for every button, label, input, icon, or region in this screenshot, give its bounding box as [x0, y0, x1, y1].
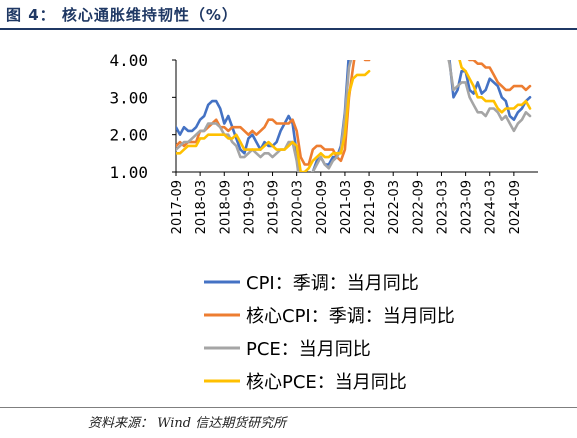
series-line-4: [176, 60, 532, 172]
source-note: 资料来源： Wind 信达期货研究所: [88, 416, 287, 431]
legend-label: 核心CPI：季调：当月同比: [246, 306, 455, 327]
x-tick-label: 2023-09: [460, 180, 475, 234]
x-tick-label: 2017-09: [170, 180, 185, 234]
chart-title: 图 4： 核心通胀维持韧性（%）: [6, 6, 238, 24]
x-tick-label: 2018-09: [218, 180, 233, 234]
x-tick-label: 2020-09: [315, 180, 330, 234]
x-tick-label: 2023-03: [435, 180, 450, 234]
chart: 1.002.003.004.00 2017-09 2018-03 2018-09 20…: [109, 51, 538, 393]
title-rule: [0, 28, 577, 30]
x-tick-label: 2019-03: [242, 180, 257, 234]
plot-frame: [175, 60, 538, 173]
y-tick-label: 2.00: [109, 126, 148, 145]
series-line-1: [176, 60, 532, 172]
x-axis-ticks: 2017-09 2018-03 2018-09 2019-03 2019-09 2020-…: [170, 172, 523, 234]
x-tick-label: 2021-09: [363, 180, 378, 234]
y-tick-label: 3.00: [109, 88, 148, 107]
x-tick-label: 2024-09: [508, 180, 523, 234]
legend-label: PCE：当月同比: [246, 339, 371, 360]
x-tick-label: 2019-09: [267, 180, 282, 234]
x-tick-label: 2024-03: [484, 180, 499, 234]
series-lines: [176, 60, 532, 172]
x-tick-label: 2021-03: [339, 180, 354, 234]
x-tick-label: 2020-03: [291, 180, 306, 234]
series-line-3: [176, 60, 532, 172]
x-tick-label: 2022-03: [387, 180, 402, 234]
y-axis-ticks: 1.00 2.00 3.00 4.00: [109, 51, 176, 182]
legend-label: 核心PCE：当月同比: [246, 372, 407, 393]
y-tick-label: 1.00: [109, 163, 148, 182]
x-tick-label: 2022-09: [411, 180, 426, 234]
x-tick-label: 2018-03: [194, 180, 209, 234]
legend-label: CPI：季调：当月同比: [246, 273, 419, 294]
footer-rule: [0, 407, 577, 408]
y-tick-label: 4.00: [109, 51, 148, 70]
